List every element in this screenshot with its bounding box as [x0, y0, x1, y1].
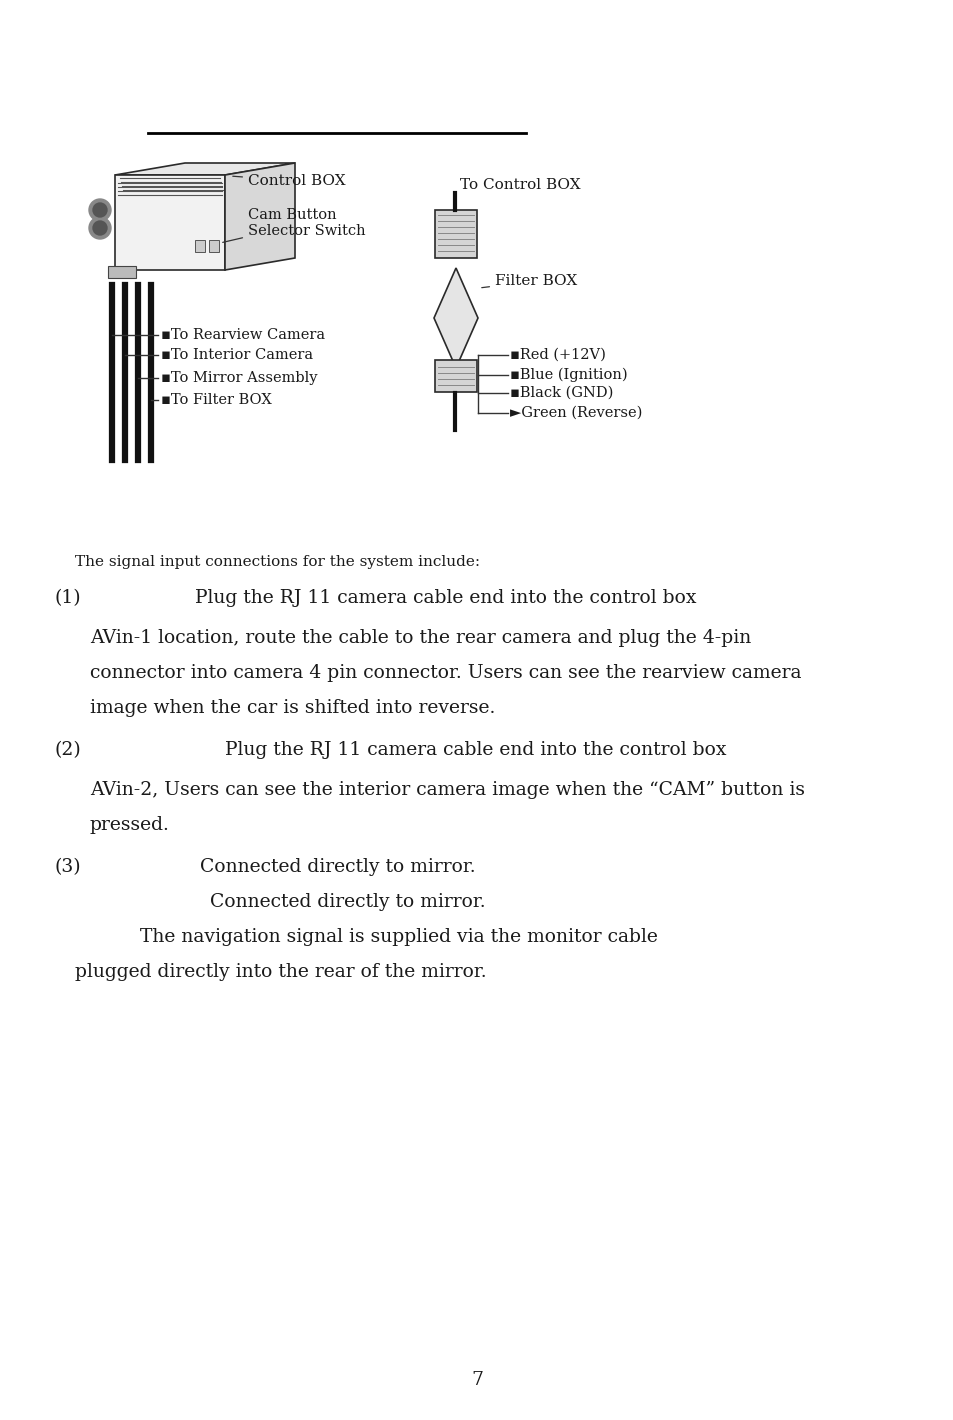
Circle shape: [92, 222, 107, 234]
Bar: [194, 240, 205, 251]
Text: AVin-1 location, route the cable to the rear camera and plug the 4-pin: AVin-1 location, route the cable to the …: [90, 629, 750, 648]
Polygon shape: [434, 268, 477, 368]
Text: Connected directly to mirror.: Connected directly to mirror.: [210, 893, 485, 912]
Text: (1): (1): [55, 589, 82, 606]
Circle shape: [92, 203, 107, 217]
Bar: [435, 361, 476, 392]
Text: (2): (2): [55, 741, 82, 758]
Text: ►Green (Reverse): ►Green (Reverse): [510, 406, 641, 420]
Circle shape: [89, 199, 111, 222]
Text: ▪To Interior Camera: ▪To Interior Camera: [161, 348, 313, 362]
Text: (3): (3): [55, 858, 82, 876]
Text: pressed.: pressed.: [90, 816, 170, 835]
Text: Connected directly to mirror.: Connected directly to mirror.: [200, 858, 476, 876]
Text: connector into camera 4 pin connector. Users can see the rearview camera: connector into camera 4 pin connector. U…: [90, 665, 801, 682]
Text: Plug the RJ 11 camera cable end into the control box: Plug the RJ 11 camera cable end into the…: [225, 741, 726, 758]
Text: AVin-2, Users can see the interior camera image when the “CAM” button is: AVin-2, Users can see the interior camer…: [90, 781, 804, 799]
Text: To Control BOX: To Control BOX: [459, 178, 580, 192]
Bar: [209, 240, 219, 251]
Text: ▪Blue (Ignition): ▪Blue (Ignition): [510, 368, 627, 382]
Text: The signal input connections for the system include:: The signal input connections for the sys…: [75, 555, 479, 569]
Text: Plug the RJ 11 camera cable end into the control box: Plug the RJ 11 camera cable end into the…: [194, 589, 696, 606]
Text: 7: 7: [471, 1370, 482, 1389]
Bar: [435, 210, 476, 258]
Text: ▪Red (+12V): ▪Red (+12V): [510, 348, 605, 362]
Polygon shape: [225, 163, 294, 270]
Text: Filter BOX: Filter BOX: [481, 274, 577, 288]
Polygon shape: [115, 175, 225, 270]
Bar: [108, 266, 136, 278]
Text: Cam Button
Selector Switch: Cam Button Selector Switch: [222, 207, 365, 243]
Text: image when the car is shifted into reverse.: image when the car is shifted into rever…: [90, 699, 495, 717]
Polygon shape: [115, 163, 294, 175]
Text: ▪To Rearview Camera: ▪To Rearview Camera: [161, 328, 325, 342]
Text: ▪To Mirror Assembly: ▪To Mirror Assembly: [161, 371, 317, 385]
Circle shape: [89, 217, 111, 239]
Text: ▪Black (GND): ▪Black (GND): [510, 386, 613, 400]
Text: Control BOX: Control BOX: [233, 175, 345, 187]
Text: plugged directly into the rear of the mirror.: plugged directly into the rear of the mi…: [75, 963, 486, 981]
Text: The navigation signal is supplied via the monitor cable: The navigation signal is supplied via th…: [140, 929, 658, 946]
Text: ▪To Filter BOX: ▪To Filter BOX: [161, 393, 272, 408]
